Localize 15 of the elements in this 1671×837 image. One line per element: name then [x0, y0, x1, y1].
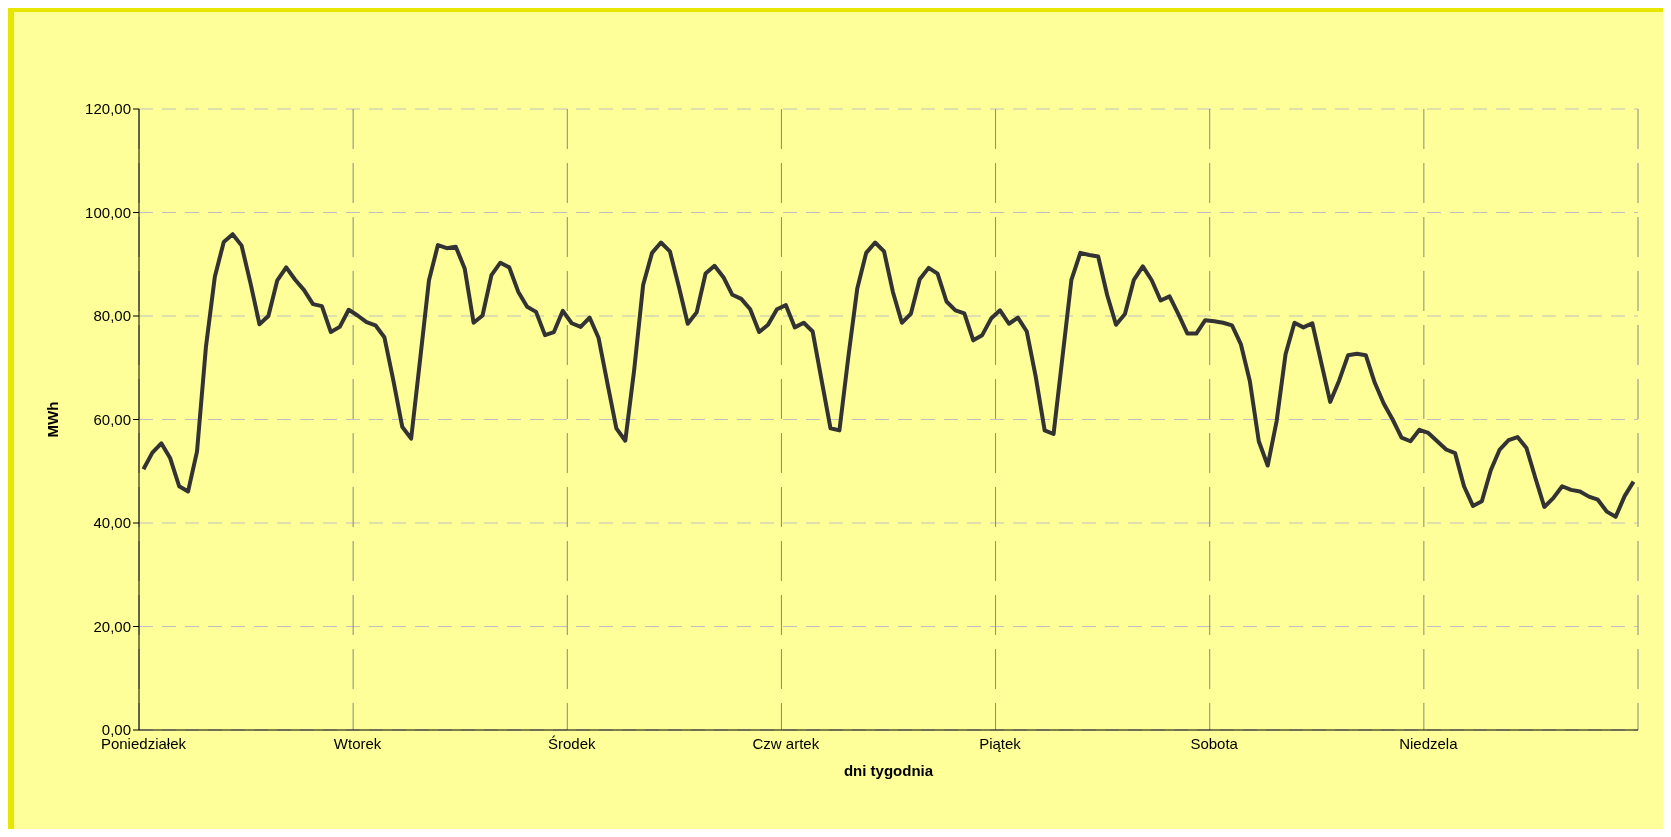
y-tick-label: 80,00 [93, 307, 131, 325]
line-series [141, 232, 1636, 519]
x-tick-label: Sobota [1190, 734, 1239, 752]
y-tick-label: 40,00 [93, 514, 131, 532]
x-tick-label: Wtorek [333, 734, 382, 752]
y-axis-title: MWh [44, 401, 62, 438]
x-tick-label: Środek [547, 734, 597, 752]
y-tick-label: 120,00 [85, 100, 131, 118]
x-axis-title: dni tygodnia [843, 762, 934, 779]
y-tick-label: 100,00 [85, 203, 131, 221]
y-tick-label: 60,00 [93, 410, 131, 428]
y-tick-label: 20,00 [93, 617, 131, 635]
x-tick-label: Niedzela [1399, 734, 1459, 752]
x-tick-label: Czw artek [752, 734, 820, 752]
x-tick-label: Piątek [979, 734, 1022, 752]
